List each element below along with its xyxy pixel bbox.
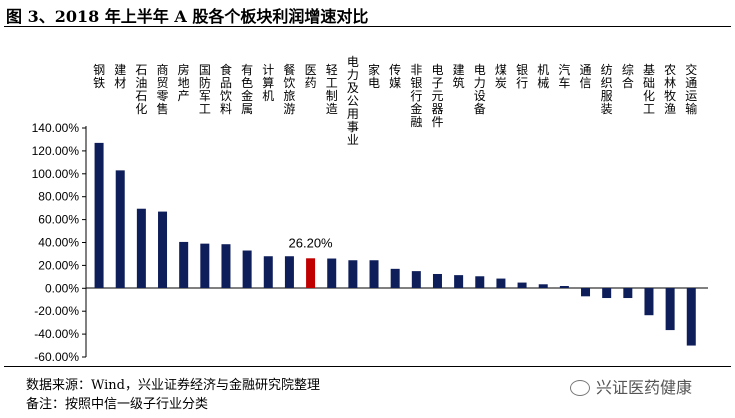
bar [136,208,146,288]
bar [327,258,337,288]
category-label: 电力及公用事业 [347,55,359,147]
category-label: 建材 [114,63,126,90]
category-label: 机械 [537,63,549,90]
bar [242,250,252,288]
highlight-data-label: 26.20% [289,235,334,250]
bars: 26.20% [94,142,696,346]
category-label: 银行 [516,63,528,90]
bar [559,286,569,288]
y-tick-label: 60.00% [38,213,79,227]
bar [348,260,358,288]
bar [623,288,633,299]
y-tick-label: -40.00% [34,327,79,341]
category-label: 综合 [622,63,634,90]
bar [158,211,168,288]
bar [517,282,527,288]
bar [200,243,210,288]
category-label: 钢铁 [93,63,105,90]
y-tick-label: 40.00% [38,236,79,250]
bar [496,278,506,288]
bar [411,271,421,288]
y-tick-label: 80.00% [38,190,79,204]
category-label: 农林牧渔 [664,63,676,116]
remark-note: 备注：按照中信一级子行业分类 [26,397,209,412]
y-tick-label: 20.00% [38,258,79,272]
y-tick-label: 140.00% [32,121,80,135]
footer-rule [4,366,731,367]
category-label: 电力设备 [474,63,486,116]
bar [581,288,591,297]
category-label: 交通运输 [685,62,697,116]
y-tick-label: -60.00% [34,350,79,364]
bar [221,244,231,288]
category-label: 纺织服装 [601,63,613,116]
bar [390,268,400,288]
watermark-text: 兴证医药健康 [596,378,693,397]
bar [115,170,125,288]
bar [538,284,548,288]
bar [284,256,294,288]
category-label: 汽车 [558,62,570,90]
category-label: 非银行金融 [410,63,422,129]
y-tick-label: 120.00% [32,144,80,158]
bar [94,142,104,288]
bar [644,288,654,316]
bar [263,256,273,288]
bar [475,276,485,288]
y-tick-label: 100.00% [32,167,80,181]
source-note: 数据来源：Wind，兴业证券经济与金融研究院整理 [26,378,320,393]
category-label: 传媒 [389,62,401,90]
category-label: 石油石化 [135,63,147,116]
category-label: 餐饮旅游 [283,62,295,116]
category-label: 电子元器件 [431,63,443,129]
bar [602,288,612,299]
y-tick-label: -20.00% [34,304,79,318]
category-label: 家电 [368,62,380,90]
category-label: 通信 [580,63,592,90]
y-tick-label: 0.00% [45,281,79,295]
bar [454,275,464,288]
category-label: 食品饮料 [220,62,232,116]
category-label: 煤炭 [495,63,507,90]
bar [432,273,442,288]
bar [369,260,379,288]
category-label: 建筑 [453,63,465,90]
category-label: 医药 [305,63,317,90]
category-label: 基础化工 [643,63,655,116]
watermark: 兴证医药健康 [570,374,692,398]
wechat-icon [570,380,590,396]
category-labels: 钢铁建材石油石化商贸零售房地产国防军工食品饮料有色金属计算机餐饮旅游医药轻工制造… [93,55,697,147]
category-label: 有色金属 [241,63,253,116]
category-label: 轻工制造 [326,63,338,116]
category-label: 商贸零售 [157,62,169,116]
figure-title: 图 3、2018 年上半年 A 股各个板块利润增速对比 [6,7,369,26]
category-label: 房地产 [178,62,190,103]
bar [665,288,675,331]
category-label: 计算机 [262,63,274,103]
y-axis: 140.00% 120.00% 100.00% 80.00% 60.00% 40.00% 2… [32,121,708,364]
bar [686,288,696,346]
title-bar: 图 3、2018 年上半年 A 股各个板块利润增速对比 [4,0,731,27]
bar [306,258,316,288]
category-label: 国防军工 [199,63,211,116]
bar [179,241,189,288]
